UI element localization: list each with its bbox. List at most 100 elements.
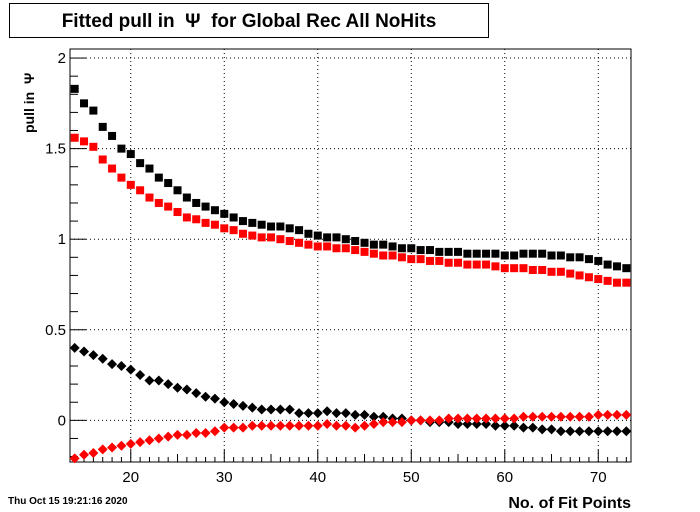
data-point-square xyxy=(164,179,173,188)
data-point-square xyxy=(351,246,360,255)
data-point-square xyxy=(454,258,463,267)
data-point-diamond xyxy=(621,409,632,420)
data-point-square xyxy=(612,278,621,287)
data-point-square xyxy=(360,247,369,256)
data-point-square xyxy=(248,218,257,227)
plot-frame xyxy=(69,48,632,463)
data-point-diamond xyxy=(555,426,566,437)
data-point-diamond xyxy=(574,411,585,422)
data-point-square xyxy=(566,253,575,262)
data-point-diamond xyxy=(191,388,202,399)
data-point-diamond xyxy=(499,413,510,424)
data-point-square xyxy=(201,202,210,211)
data-point-square xyxy=(360,238,369,247)
x-tick-label: 70 xyxy=(590,469,607,486)
data-point-diamond xyxy=(406,415,417,426)
data-point-square xyxy=(594,275,603,284)
data-point-square xyxy=(323,233,332,242)
data-point-square xyxy=(313,231,322,240)
data-point-square xyxy=(491,249,500,258)
data-point-diamond xyxy=(181,429,192,440)
data-point-diamond xyxy=(574,426,585,437)
data-point-square xyxy=(80,137,89,146)
series-1 xyxy=(70,84,631,273)
data-point-square xyxy=(379,251,388,260)
axis-ticks xyxy=(70,57,627,462)
data-point-square xyxy=(192,198,201,207)
data-point-square xyxy=(267,233,276,242)
data-point-diamond xyxy=(209,393,220,404)
data-point-square xyxy=(444,258,453,267)
data-point-diamond xyxy=(312,420,323,431)
data-point-diamond xyxy=(135,437,146,448)
x-tick-label: 50 xyxy=(403,469,420,486)
data-point-diamond xyxy=(350,409,361,420)
data-point-square xyxy=(575,253,584,262)
data-point-square xyxy=(267,222,276,231)
data-point-diamond xyxy=(565,411,576,422)
data-point-square xyxy=(519,249,528,258)
data-point-diamond xyxy=(621,426,632,437)
data-point-diamond xyxy=(490,413,501,424)
data-point-diamond xyxy=(200,428,211,439)
data-point-diamond xyxy=(88,350,99,361)
data-point-diamond xyxy=(284,420,295,431)
data-point-square xyxy=(575,271,584,280)
data-point-square xyxy=(603,276,612,285)
data-point-square xyxy=(276,235,285,244)
data-point-square xyxy=(285,237,294,246)
data-point-diamond xyxy=(593,426,604,437)
data-point-square xyxy=(388,251,397,260)
data-point-square xyxy=(425,256,434,265)
data-point-square xyxy=(425,246,434,255)
data-point-square xyxy=(538,265,547,274)
data-point-diamond xyxy=(424,415,435,426)
data-point-diamond xyxy=(546,424,557,435)
data-point-square xyxy=(463,260,472,269)
data-point-diamond xyxy=(97,353,108,364)
data-point-square xyxy=(89,106,98,115)
data-point-diamond xyxy=(294,420,305,431)
data-point-square xyxy=(164,202,173,211)
data-point-diamond xyxy=(266,420,277,431)
data-point-diamond xyxy=(481,418,492,429)
data-point-diamond xyxy=(611,426,622,437)
x-axis-label: No. of Fit Points xyxy=(508,495,631,512)
data-point-square xyxy=(229,226,238,235)
grid-lines xyxy=(70,49,631,462)
data-point-square xyxy=(295,238,304,247)
series-2 xyxy=(70,133,631,287)
data-point-diamond xyxy=(247,420,258,431)
data-point-diamond xyxy=(322,406,333,417)
data-point-square xyxy=(323,242,332,251)
data-point-diamond xyxy=(453,413,464,424)
data-point-square xyxy=(238,229,247,238)
data-point-square xyxy=(229,213,238,222)
data-point-square xyxy=(584,255,593,264)
data-point-diamond xyxy=(191,428,202,439)
data-point-diamond xyxy=(462,418,473,429)
data-point-diamond xyxy=(88,447,99,458)
data-point-square xyxy=(351,237,360,246)
data-point-diamond xyxy=(79,449,90,460)
data-point-diamond xyxy=(602,426,613,437)
data-point-diamond xyxy=(509,420,520,431)
data-point-diamond xyxy=(135,370,146,381)
data-point-square xyxy=(547,267,556,276)
data-point-diamond xyxy=(116,440,127,451)
data-point-square xyxy=(285,224,294,233)
data-point-square xyxy=(341,235,350,244)
data-point-square xyxy=(295,226,304,235)
data-point-diamond xyxy=(209,426,220,437)
data-point-diamond xyxy=(97,444,108,455)
data-point-diamond xyxy=(537,411,548,422)
data-point-diamond xyxy=(153,433,164,444)
data-point-diamond xyxy=(107,442,118,453)
data-point-diamond xyxy=(144,435,155,446)
data-point-diamond xyxy=(303,408,314,419)
data-point-diamond xyxy=(247,402,258,413)
data-point-diamond xyxy=(368,411,379,422)
data-point-diamond xyxy=(583,426,594,437)
data-point-diamond xyxy=(163,379,174,390)
data-point-square xyxy=(416,246,425,255)
